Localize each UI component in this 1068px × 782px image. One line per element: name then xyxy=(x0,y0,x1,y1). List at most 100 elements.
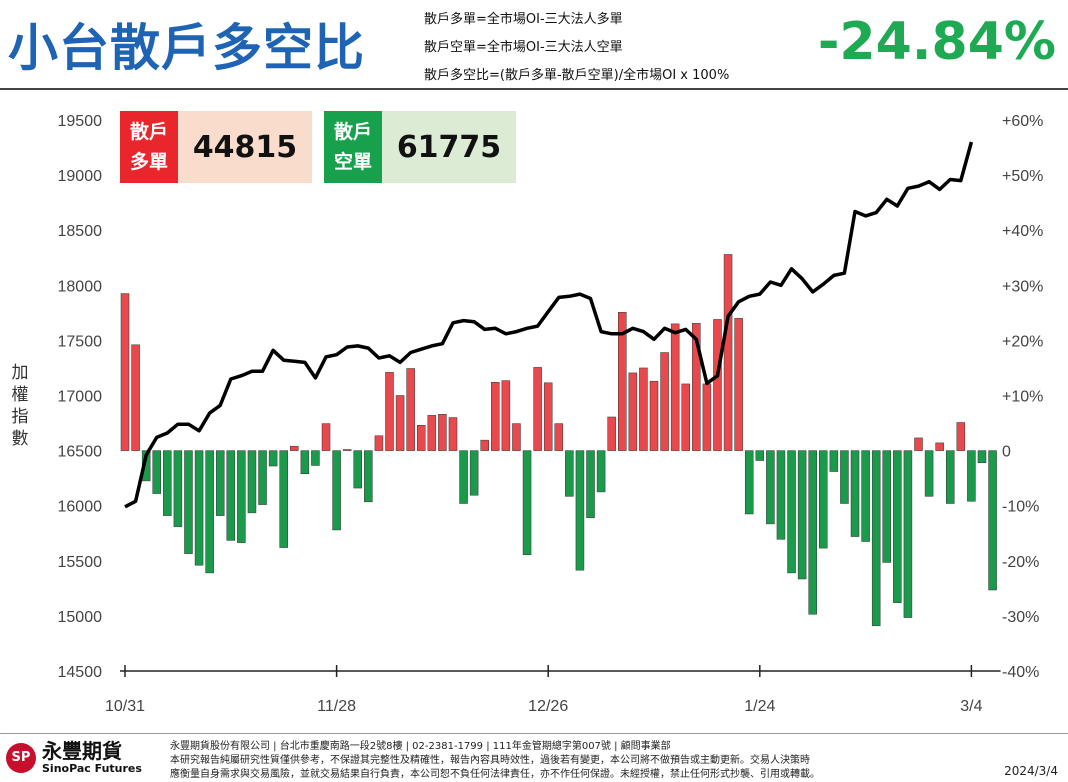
ratio-bar xyxy=(459,450,468,504)
left-tick-label: 15000 xyxy=(58,609,103,626)
company-name-cn: 永豐期貨 xyxy=(42,739,122,763)
ratio-bar xyxy=(416,425,426,451)
ratio-bar xyxy=(491,382,500,451)
formula-notes: 散戶多單=全市場OI-三大法人多單 散戶空單=全市場OI-三大法人空單 散戶多空… xyxy=(424,6,729,90)
ratio-bar xyxy=(734,318,743,451)
ratio-bar xyxy=(332,450,341,531)
ratio-bar xyxy=(480,439,489,451)
ratio-bar xyxy=(924,450,934,497)
right-tick-label: +10% xyxy=(1002,389,1043,406)
right-tick-label: -10% xyxy=(1002,499,1039,516)
ratio-bar xyxy=(152,450,161,494)
ratio-bar xyxy=(670,323,680,451)
ratio-bar xyxy=(787,450,796,574)
x-tick-label: 10/31 xyxy=(105,698,145,715)
ratio-bar xyxy=(184,450,193,554)
page-title: 小台散戶多空比 xyxy=(8,19,365,77)
ratio-bar xyxy=(893,450,902,603)
x-tick-label: 1/24 xyxy=(744,698,775,715)
disclaimer: 永豐期貨股份有限公司 | 台北市重慶南路一段2號8樓 | 02-2381-179… xyxy=(170,740,910,782)
ratio-bar xyxy=(840,450,849,504)
ratio-bar xyxy=(967,450,976,502)
ratio-bar xyxy=(194,450,204,566)
ratio-bar xyxy=(554,423,564,451)
ratio-bar xyxy=(808,450,817,615)
right-tick-label: +40% xyxy=(1002,223,1043,240)
ratio-bar xyxy=(702,383,712,451)
ratio-bar xyxy=(628,372,638,451)
ratio-bar xyxy=(755,450,765,461)
ratio-bar xyxy=(268,450,278,467)
left-tick-label: 16000 xyxy=(58,499,103,516)
short-box: 散戶 空單 61775 xyxy=(324,111,516,183)
ratio-bar xyxy=(237,450,246,543)
right-tick-label: -40% xyxy=(1002,664,1039,681)
ratio-bar xyxy=(649,380,659,451)
right-tick-label: 0 xyxy=(1002,444,1011,461)
left-tick-label: 18500 xyxy=(58,223,103,240)
long-tag-line2: 多單 xyxy=(129,151,168,173)
ratio-bar xyxy=(565,450,574,497)
ratio-bar xyxy=(258,450,267,505)
ratio-bar xyxy=(766,450,775,525)
long-tag: 散戶 多單 xyxy=(120,111,178,183)
ratio-bar xyxy=(342,449,352,451)
disclaimer-line2: 本研究報告純屬研究性質僅供參考，不保證其完整性及精確性，報告內容具時效性，過後若… xyxy=(170,755,810,766)
header-divider xyxy=(0,88,1068,90)
ratio-bar xyxy=(321,423,331,451)
formula-long: 散戶多單=全市場OI-三大法人多單 xyxy=(424,12,623,27)
ratio-bar xyxy=(713,319,722,451)
ratio-bar xyxy=(374,435,384,451)
left-tick-label: 14500 xyxy=(58,664,103,681)
chart: 14500 15000 15500 16000 16500 17000 17500 18000… xyxy=(58,113,1044,715)
ratio-bar xyxy=(533,367,542,451)
ratio-bar xyxy=(522,450,532,555)
ratio-bar xyxy=(247,450,257,514)
ratio-bar xyxy=(935,442,944,451)
ratio-bar xyxy=(120,293,130,451)
long-box: 散戶 多單 44815 xyxy=(120,111,312,183)
ratio-bar xyxy=(744,450,754,515)
ratio-bar xyxy=(205,450,214,574)
x-tick-label: 11/28 xyxy=(317,698,356,715)
ratio-bar xyxy=(819,450,828,549)
ratio-bar xyxy=(575,450,585,571)
right-tick-label: +20% xyxy=(1002,333,1043,350)
ratio-bar xyxy=(279,450,288,548)
ratio-bar xyxy=(290,445,299,451)
left-tick-label: 16500 xyxy=(58,444,103,461)
ratio-bar xyxy=(914,437,923,451)
short-tag-line2: 空單 xyxy=(333,151,372,173)
ratio-bar xyxy=(385,372,394,451)
ratio-bar xyxy=(406,368,415,451)
ratio-bar xyxy=(311,450,320,466)
ratio-bar xyxy=(903,450,913,618)
ratio-bar xyxy=(956,422,966,451)
x-tick-label: 3/4 xyxy=(960,698,982,715)
left-tick-label: 18000 xyxy=(58,278,103,295)
short-tag-line1: 散戶 xyxy=(333,121,372,143)
ratio-bar xyxy=(776,450,786,540)
footer-divider xyxy=(0,733,1068,734)
ratio-bar xyxy=(469,450,479,496)
ratio-bar xyxy=(512,423,521,451)
left-tick-label: 19500 xyxy=(58,113,103,130)
ratio-bar xyxy=(871,450,881,627)
long-tag-line1: 散戶 xyxy=(129,121,168,143)
ratio-bar xyxy=(131,344,140,451)
left-tick-label: 17500 xyxy=(58,333,103,350)
ratio-bar xyxy=(797,450,807,580)
left-tick-label: 15500 xyxy=(58,554,103,571)
ratio-bar xyxy=(300,450,310,474)
formula-short: 散戶空單=全市場OI-三大法人空單 xyxy=(424,40,623,55)
ratio-bar xyxy=(861,450,870,542)
ratio-bar xyxy=(173,450,183,527)
right-tick-label: +50% xyxy=(1002,168,1043,185)
ratio-bar xyxy=(692,323,701,451)
ratio-bar xyxy=(438,413,447,451)
ratio-bar xyxy=(945,450,955,504)
ratio-bar xyxy=(639,367,648,451)
short-value: 61775 xyxy=(382,111,516,183)
ratio-bar xyxy=(618,312,627,451)
report-date: 2024/3/4 xyxy=(1004,764,1058,778)
